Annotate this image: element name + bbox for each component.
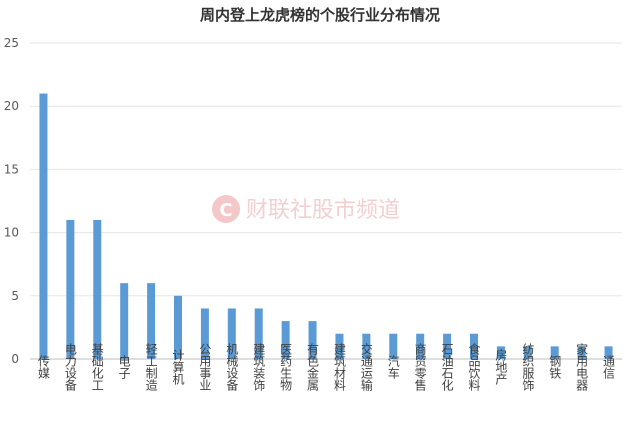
gridlines <box>30 42 622 360</box>
x-tick-label: 通信 <box>602 355 616 380</box>
bar <box>39 93 48 359</box>
bar <box>227 308 236 359</box>
x-tick-label: 电力设备 <box>63 343 77 392</box>
bar <box>604 346 613 359</box>
x-tick-label: 轻工制造 <box>144 343 158 391</box>
x-tick-label: 建筑装饰 <box>252 343 266 391</box>
bars <box>39 93 613 359</box>
y-tick-label: 10 <box>4 226 19 240</box>
bar <box>443 333 452 359</box>
y-axis: 0 5 10 15 20 25 <box>4 36 19 366</box>
watermark-logo-icon <box>212 195 240 223</box>
bar <box>254 308 263 359</box>
x-tick-label: 交通运输 <box>359 342 373 392</box>
bar <box>200 308 209 359</box>
x-tick-label: 医药生物 <box>279 343 293 391</box>
bar <box>147 283 156 359</box>
x-tick-label: 计算机 <box>171 349 185 385</box>
x-tick-label: 公用事业 <box>198 343 212 391</box>
x-tick-label: 机械设备 <box>225 343 239 392</box>
bar <box>523 346 532 359</box>
bar <box>281 321 290 359</box>
watermark: C 财联社股市频道 <box>212 195 400 223</box>
x-tick-label: 石油石化 <box>440 343 454 392</box>
x-tick-label: 房地产 <box>494 348 508 386</box>
x-tick-label: 商贸零售 <box>413 342 427 391</box>
bar <box>335 333 344 359</box>
bar <box>577 346 586 359</box>
watermark-text: 财联社股市频道 <box>246 198 400 223</box>
x-tick-label: 电子 <box>117 355 131 379</box>
x-tick-label: 有色金属 <box>306 343 320 392</box>
x-tick-label: 钢铁 <box>548 355 562 379</box>
bar <box>416 333 425 359</box>
x-tick-label: 传媒 <box>36 354 50 379</box>
y-tick-label: 5 <box>11 289 19 303</box>
bar <box>389 333 398 359</box>
bar <box>362 333 371 359</box>
x-tick-label: 汽车 <box>386 354 400 380</box>
y-tick-label: 0 <box>11 352 19 366</box>
x-tick-label: 食品饮料 <box>467 342 481 391</box>
bar <box>120 283 129 359</box>
watermark-logo-letter: C <box>219 200 232 221</box>
x-tick-label: 家用电器 <box>575 342 589 392</box>
x-axis: 传媒 电力设备 基础化工 电子 轻工制造 计算机 公用事业 机械设备 建筑装饰 医药生物 有色金属建… <box>36 342 615 392</box>
bar <box>66 219 75 359</box>
y-tick-label: 15 <box>4 162 19 176</box>
x-tick-label: 基础化工 <box>90 343 104 391</box>
x-tick-label: 建筑材料 <box>332 343 346 391</box>
bar <box>174 295 182 359</box>
x-tick-label: 纺织服饰 <box>521 343 535 391</box>
bar <box>550 346 559 359</box>
bar <box>93 219 102 359</box>
chart-title: 周内登上龙虎榜的个股行业分布情况 <box>199 6 440 24</box>
y-tick-label: 20 <box>4 99 19 113</box>
bar <box>308 321 317 359</box>
bar <box>496 346 505 359</box>
bar <box>470 333 478 359</box>
y-tick-label: 25 <box>4 36 19 50</box>
